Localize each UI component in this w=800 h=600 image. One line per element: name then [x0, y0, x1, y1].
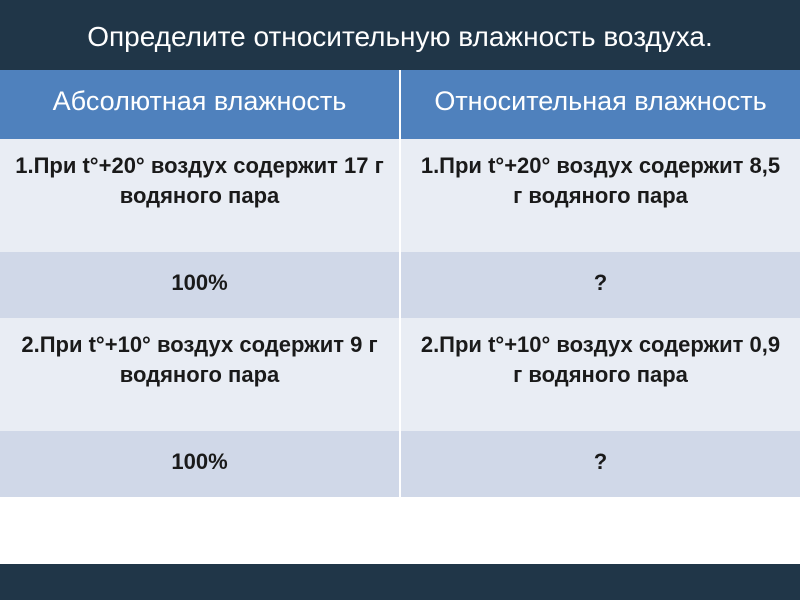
cell-rel-1: 1.При t°+20° воздух содержит 8,5 г водян…	[401, 139, 800, 252]
table-row: 100% ?	[0, 252, 800, 318]
bottom-bar	[0, 564, 800, 600]
table-row: 1.При t°+20° воздух содержит 17 г водяно…	[0, 139, 800, 252]
table-row: 100% ?	[0, 431, 800, 497]
col-header-absolute: Абсолютная влажность	[0, 70, 401, 139]
cell-abs-2-pct: 100%	[0, 431, 401, 497]
cell-abs-2: 2.При t°+10° воздух содержит 9 г водяног…	[0, 318, 401, 431]
comparison-table: Абсолютная влажность Относительная влажн…	[0, 70, 800, 564]
cell-rel-2-pct: ?	[401, 431, 800, 497]
slide-title: Определите относительную влажность возду…	[0, 0, 800, 70]
cell-abs-1-pct: 100%	[0, 252, 401, 318]
cell-abs-1: 1.При t°+20° воздух содержит 17 г водяно…	[0, 139, 401, 252]
table-row: 2.При t°+10° воздух содержит 9 г водяног…	[0, 318, 800, 431]
table-header-row: Абсолютная влажность Относительная влажн…	[0, 70, 800, 139]
col-header-relative: Относительная влажность	[401, 70, 800, 139]
cell-rel-2: 2.При t°+10° воздух содержит 0,9 г водян…	[401, 318, 800, 431]
cell-rel-1-pct: ?	[401, 252, 800, 318]
slide: Определите относительную влажность возду…	[0, 0, 800, 600]
